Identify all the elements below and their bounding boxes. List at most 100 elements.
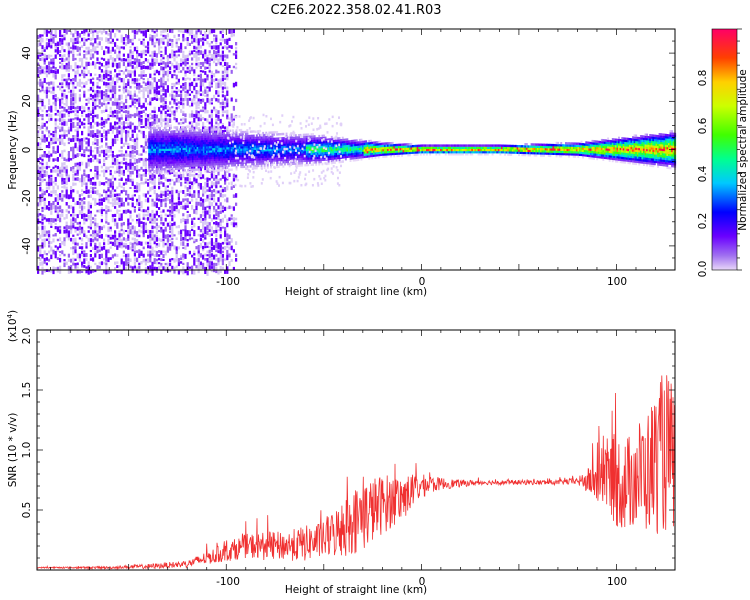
spectrogram-cell xyxy=(173,146,176,149)
spectrogram-cell xyxy=(147,213,150,217)
spectrogram-cell xyxy=(180,234,183,238)
spectrogram-cell xyxy=(215,134,218,138)
spectrogram-cell xyxy=(61,62,64,67)
spectrogram-cell xyxy=(127,261,130,267)
spectrogram-cell xyxy=(96,149,99,154)
spectrogram-cell xyxy=(176,165,179,168)
spectrogram-cell xyxy=(41,162,44,166)
spectrogram-cell xyxy=(125,137,128,142)
spectrogram-cell xyxy=(160,38,163,43)
spectrogram-cell xyxy=(216,143,219,146)
spectrogram-cell xyxy=(155,202,158,207)
spectrogram-cell xyxy=(197,46,200,49)
spectrogram-cell xyxy=(193,170,196,174)
spectrogram-cell xyxy=(263,157,266,161)
spectrogram-cell xyxy=(263,166,266,169)
spectrogram-cell xyxy=(63,237,66,243)
spectrogram-cell xyxy=(144,122,147,127)
spectrogram-cell xyxy=(136,50,139,55)
spectrogram-cell xyxy=(273,131,275,134)
spectrogram-cell xyxy=(220,169,222,172)
spectrogram-cell xyxy=(89,93,92,97)
spectrogram-cell xyxy=(224,233,227,238)
spectrogram-cell xyxy=(210,246,213,251)
spectrogram-cell xyxy=(191,181,194,187)
spectrogram-cell xyxy=(206,74,209,78)
spectrogram-cell xyxy=(215,225,218,230)
spectrogram-cell xyxy=(188,30,191,34)
spectrogram-cell xyxy=(98,161,101,164)
spectrogram-cell xyxy=(67,106,70,110)
spectrogram-cell xyxy=(173,110,176,116)
spectrogram-cell xyxy=(196,133,199,137)
spectrogram-cell xyxy=(219,82,222,87)
spectrogram-cell xyxy=(61,101,64,104)
spectrogram-cell xyxy=(74,29,77,34)
spectrogram-cell xyxy=(39,170,42,175)
spectrogram-cell xyxy=(196,161,199,165)
spectrogram-cell xyxy=(198,159,201,163)
spectrogram-cell xyxy=(195,146,197,150)
spectrogram-cell xyxy=(208,86,211,92)
spectrogram-cell xyxy=(226,41,229,46)
spectrogram-cell xyxy=(248,158,250,162)
spectrogram-cell xyxy=(43,89,46,94)
spectrogram-cell xyxy=(254,136,257,140)
spectrogram-cell xyxy=(87,225,90,229)
spectrogram-cell xyxy=(155,90,158,96)
spectrogram-cell xyxy=(185,149,188,152)
spectrogram-cell xyxy=(72,209,75,214)
spectrogram-cell xyxy=(171,29,174,34)
spectrogram-cell xyxy=(186,58,189,62)
spectrogram-cell xyxy=(109,70,112,74)
spectrogram-cell xyxy=(206,144,208,147)
spectrogram-cell xyxy=(230,159,233,163)
spectrogram-cell xyxy=(151,38,154,44)
spectrogram-cell xyxy=(72,166,75,170)
spectrogram-cell xyxy=(273,139,275,143)
spectrogram-cell xyxy=(156,148,158,151)
spectrogram-cell xyxy=(83,197,86,200)
spectrogram-cell xyxy=(136,102,139,105)
spectrogram-cell xyxy=(246,135,249,138)
spectrogram-cell xyxy=(63,121,66,126)
spectrogram-cell xyxy=(81,198,84,202)
spectrogram-cell xyxy=(116,159,119,164)
spectrogram-cell xyxy=(56,246,59,252)
spectrogram-cell xyxy=(217,90,220,95)
spectrogram-cell xyxy=(63,166,66,170)
spectrogram-cell xyxy=(199,170,202,175)
spectrogram-cell xyxy=(193,49,196,52)
spectrogram-cell xyxy=(266,140,269,143)
spectrogram-cell xyxy=(122,254,125,257)
spectrogram-cell xyxy=(171,94,174,99)
spectrogram-cell xyxy=(52,141,55,145)
spectrogram-cell xyxy=(61,89,64,95)
spectrogram-cell xyxy=(78,106,81,111)
spectrogram-cell xyxy=(98,153,101,157)
spectrogram-cell xyxy=(96,57,99,61)
spectrogram-cell xyxy=(168,148,171,151)
spectrogram-cell xyxy=(111,150,114,154)
spectrogram-cell xyxy=(177,49,180,53)
spectrogram-cell xyxy=(127,122,130,127)
spectrogram-cell xyxy=(237,161,240,164)
spectrogram-cell xyxy=(37,142,40,147)
spectrogram-cell xyxy=(210,148,213,151)
spectrogram-cell xyxy=(116,238,119,241)
spectrogram-cell xyxy=(100,37,103,41)
spectrogram-cell xyxy=(37,146,40,150)
spectrogram-cell xyxy=(127,253,130,258)
spectrogram-cell xyxy=(226,218,229,223)
spectrogram-cell xyxy=(41,266,44,269)
spectrogram-cell xyxy=(149,101,152,106)
spectrogram-cell xyxy=(48,61,51,66)
spectrogram-cell xyxy=(229,146,232,150)
spectrogram-cell xyxy=(125,165,128,170)
spectrogram-cell xyxy=(133,61,136,65)
spectrogram-cell xyxy=(43,49,46,52)
spectrogram-cell xyxy=(191,168,194,172)
spectrogram-cell xyxy=(76,165,79,170)
spectrogram-cell xyxy=(85,141,88,145)
spectrogram-cell xyxy=(186,202,189,206)
